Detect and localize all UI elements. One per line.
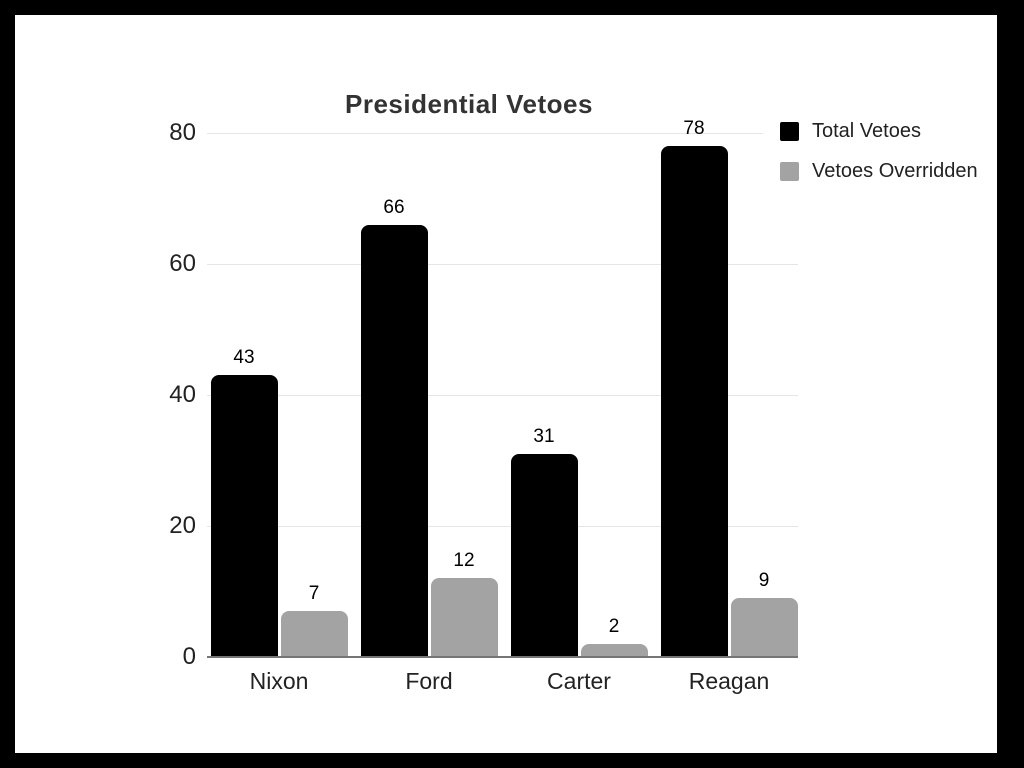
chart-title: Presidential Vetoes <box>345 89 593 119</box>
x-axis-line <box>207 656 798 658</box>
x-axis-label-nixon: Nixon <box>249 668 309 694</box>
legend-swatch-vetoes-overridden <box>780 162 799 181</box>
gridline-y-80 <box>207 133 763 134</box>
legend-item-total-vetoes: Total Vetoes <box>780 120 978 143</box>
y-axis-tick-label: 40 <box>169 381 196 408</box>
bar-value-label: 7 <box>308 583 320 604</box>
legend: Total Vetoes Vetoes Overridden <box>780 120 978 200</box>
bar-total-vetoes-nixon <box>211 375 278 658</box>
bar-value-label: 43 <box>233 347 255 368</box>
bar-vetoes-overridden-carter <box>581 644 648 658</box>
x-axis-label-carter: Carter <box>547 668 611 694</box>
bar-vetoes-overridden-nixon <box>281 611 348 658</box>
bar-value-label: 31 <box>533 426 555 447</box>
bar-value-label: 9 <box>758 570 770 591</box>
bar-total-vetoes-reagan <box>661 146 728 658</box>
bar-total-vetoes-ford <box>361 225 428 658</box>
y-axis-tick-label: 80 <box>169 119 196 146</box>
gridline-y-60 <box>207 264 798 265</box>
legend-item-vetoes-overridden: Vetoes Overridden <box>780 160 978 183</box>
bar-value-label: 66 <box>383 197 405 218</box>
y-axis-tick-label: 60 <box>169 250 196 277</box>
y-axis-tick-label: 20 <box>169 512 196 539</box>
legend-label: Total Vetoes <box>812 120 921 142</box>
y-axis-tick-label: 0 <box>182 643 196 670</box>
chart-panel <box>15 15 997 753</box>
bar-value-label: 12 <box>453 550 475 571</box>
legend-swatch-total-vetoes <box>780 122 799 141</box>
x-axis-label-reagan: Reagan <box>688 668 770 694</box>
bar-value-label: 2 <box>608 616 620 637</box>
gridline-y-40 <box>207 395 798 396</box>
legend-label: Vetoes Overridden <box>812 160 978 182</box>
x-axis-label-ford: Ford <box>405 668 453 694</box>
bar-vetoes-overridden-ford <box>431 578 498 658</box>
bar-total-vetoes-carter <box>511 454 578 658</box>
bar-value-label: 78 <box>683 118 705 139</box>
bar-vetoes-overridden-reagan <box>731 598 798 658</box>
gridline-y-20 <box>207 526 798 527</box>
